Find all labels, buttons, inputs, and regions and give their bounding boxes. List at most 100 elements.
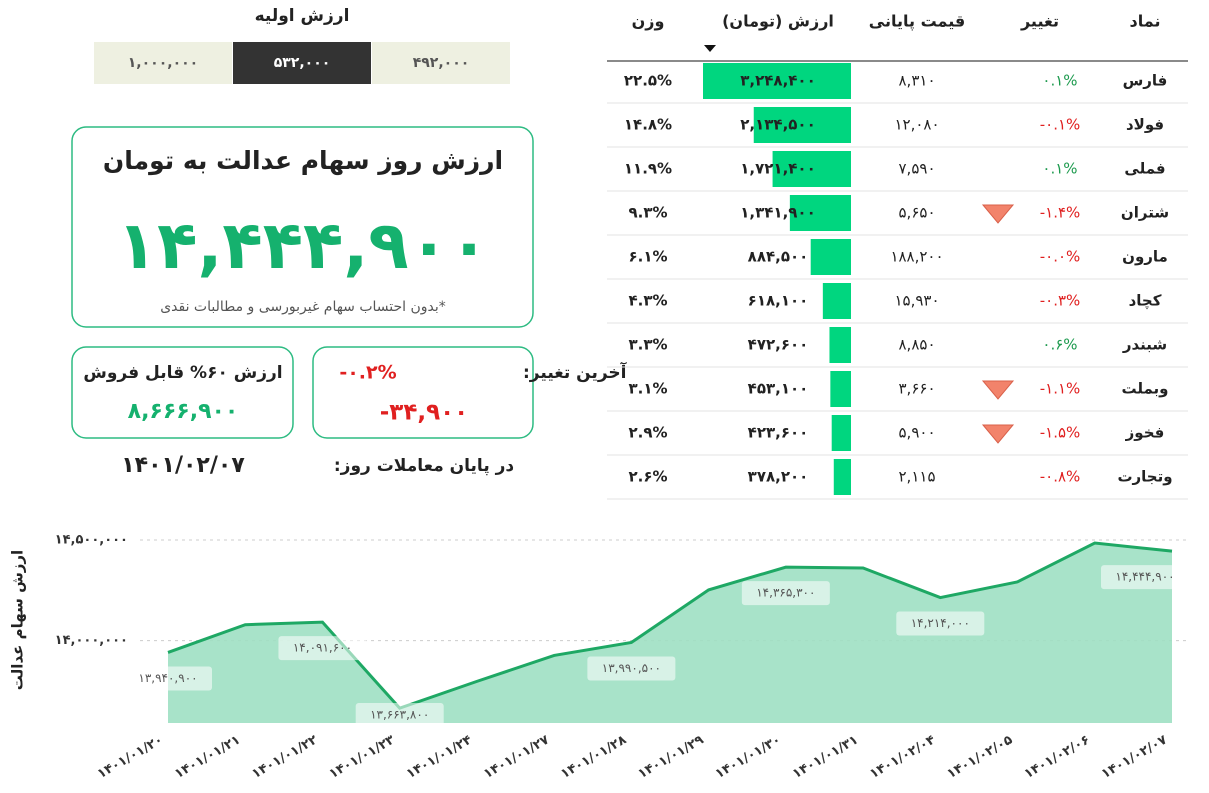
data-label: ۱۴,۲۱۴,۰۰۰ xyxy=(911,616,970,630)
symbol-cell: شتران xyxy=(1121,204,1169,222)
data-label-bg xyxy=(124,666,212,691)
symbol-cell: کچاد xyxy=(1129,292,1162,311)
x-tick-label: ۱۴۰۱/۰۱/۲۰ xyxy=(95,733,166,782)
x-tick-label: ۱۴۰۱/۰۲/۰۴ xyxy=(867,732,938,782)
weight-cell: ۹.۳% xyxy=(628,204,667,222)
weight-cell: ۲.۶% xyxy=(628,468,667,486)
main-note: *بدون احتساب سهام غیربورسی و مطالبات نقد… xyxy=(160,299,446,315)
data-label: ۱۳,۶۶۳,۸۰۰ xyxy=(370,708,429,722)
column-header: نماد xyxy=(1130,12,1161,31)
sellable-value: ۸,۶۶۶,۹۰۰ xyxy=(128,399,239,424)
change-title: آخرین تغییر: xyxy=(523,361,628,383)
weight-cell: ۱۴.۸% xyxy=(624,116,672,134)
option-button[interactable] xyxy=(233,42,371,84)
price-cell: ۸,۸۵۰ xyxy=(899,336,936,354)
x-tick-label: ۱۴۰۱/۰۱/۲۲ xyxy=(250,732,321,782)
symbol-cell: فملی xyxy=(1124,160,1165,178)
option-label[interactable]: ۱,۰۰۰,۰۰۰ xyxy=(128,55,198,71)
change-cell: ۰.۶% xyxy=(1042,336,1077,354)
column-header: وزن xyxy=(632,12,665,31)
change-cell: -۱.۵% xyxy=(1040,424,1081,442)
change-cell: ۰.۱% xyxy=(1042,72,1077,90)
weight-cell: ۶.۱% xyxy=(628,248,667,266)
weight-cell: ۱۱.۹% xyxy=(624,160,672,178)
value-bar xyxy=(703,63,851,99)
value-cell: ۶۱۸,۱۰۰ xyxy=(748,292,809,310)
data-label-bg xyxy=(278,636,367,661)
value-cell: ۱,۳۴۱,۹۰۰ xyxy=(740,204,815,222)
sort-indicator xyxy=(704,45,716,52)
main-card xyxy=(71,126,534,328)
option-button[interactable] xyxy=(94,42,232,84)
weight-cell: ۳.۳% xyxy=(628,336,667,354)
data-label-bg xyxy=(587,656,676,681)
change-percent: -۰.۲% xyxy=(339,362,396,384)
down-arrow xyxy=(981,204,1015,224)
options: ۴۹۲,۰۰۰ ۵۳۲,۰۰۰ ۱,۰۰۰,۰۰۰ xyxy=(94,42,510,84)
date-title: در پایان معاملات روز: xyxy=(334,456,515,476)
x-tick-label: ۱۴۰۱/۰۱/۲۷ xyxy=(481,732,552,782)
option-label[interactable]: ۴۹۲,۰۰۰ xyxy=(413,55,470,71)
column-header: قیمت پایانی xyxy=(869,12,965,32)
symbol-cell: فارس xyxy=(1123,72,1168,90)
column-header: تغییر xyxy=(1020,12,1059,31)
column-header: ارزش (تومان) xyxy=(722,12,834,31)
price-cell: ۱۸۸,۲۰۰ xyxy=(890,248,943,266)
value-cell: ۸۸۴,۵۰۰ xyxy=(748,248,809,266)
price-cell: ۵,۹۰۰ xyxy=(899,424,936,442)
symbol-cell: مارون xyxy=(1122,248,1168,266)
value-bar xyxy=(753,107,851,143)
change-card xyxy=(312,346,534,439)
main-title: ارزش روز سهام عدالت به تومان xyxy=(103,146,503,176)
data-label-bg xyxy=(896,611,985,636)
price-cell: ۱۵,۹۳۰ xyxy=(894,292,939,310)
sellable-card xyxy=(71,346,294,439)
value-bar xyxy=(833,459,851,495)
data-label-bg xyxy=(1101,565,1189,590)
value-cell: ۳۷۸,۲۰۰ xyxy=(748,468,809,486)
data-label-bg xyxy=(741,581,830,606)
change-cell: -۰.۸% xyxy=(1040,468,1081,486)
area-chart: ۱۴,۰۰۰,۰۰۰ ۱۴,۵۰۰,۰۰۰ ۱۳,۹۴۰,۹۰۰ ۱۴,۰۹۱,۶۰۰… xyxy=(55,533,1190,782)
x-tick-label: ۱۴۰۱/۰۱/۳۰ xyxy=(713,733,784,782)
data-label: ۱۴,۴۴۴,۹۰۰ xyxy=(1115,570,1174,584)
x-tick-label: ۱۴۰۱/۰۱/۲۹ xyxy=(636,732,707,782)
change-cell: -۰.۱% xyxy=(1040,116,1081,134)
date: ۱۴۰۱/۰۲/۰۷ xyxy=(121,453,245,478)
initial-title: ارزش اولیه xyxy=(255,6,350,26)
change-value: -۳۴,۹۰۰ xyxy=(380,400,468,426)
down-arrow xyxy=(981,380,1015,400)
x-tick-label: ۱۴۰۱/۰۲/۰۵ xyxy=(945,732,1016,782)
sellable-title: ارزش ۶۰% قابل فروش xyxy=(83,363,282,383)
price-cell: ۷,۵۹۰ xyxy=(899,160,936,178)
y-axis-title: ارزش سهام عدالت xyxy=(9,550,27,690)
area-fill xyxy=(168,543,1172,723)
price-cell: ۱۲,۰۸۰ xyxy=(894,116,939,134)
change-cell: -۱.۱% xyxy=(1040,380,1081,398)
value-cell: ۴۷۲,۶۰۰ xyxy=(748,336,809,354)
x-tick-label: ۱۴۰۱/۰۱/۲۳ xyxy=(327,732,398,782)
option-button[interactable] xyxy=(372,42,510,84)
weight-cell: ۴.۳% xyxy=(628,292,667,310)
data-label: ۱۴,۰۹۱,۶۰۰ xyxy=(293,641,352,655)
change-cell: -۰.۰% xyxy=(1040,248,1081,266)
option-label[interactable]: ۵۳۲,۰۰۰ xyxy=(274,55,331,71)
price-cell: ۳,۶۶۰ xyxy=(899,380,936,398)
x-tick-label: ۱۴۰۱/۰۱/۲۸ xyxy=(558,732,629,782)
data-label: ۱۳,۹۹۰,۵۰۰ xyxy=(602,661,661,675)
value-bar xyxy=(789,195,851,231)
value-bar xyxy=(829,327,851,363)
change-cell: -۱.۴% xyxy=(1040,204,1081,222)
value-bar xyxy=(810,239,851,275)
x-tick-label: ۱۴۰۱/۰۲/۰۶ xyxy=(1022,733,1093,782)
value-cell: ۴۲۳,۶۰۰ xyxy=(748,424,809,442)
x-tick-label: ۱۴۰۱/۰۲/۰۷ xyxy=(1099,732,1170,782)
y-tick-label: ۱۴,۰۰۰,۰۰۰ xyxy=(55,633,128,648)
weight-cell: ۲۲.۵% xyxy=(624,72,672,90)
value-cell: ۱,۷۲۱,۴۰۰ xyxy=(740,160,815,178)
y-tick-label: ۱۴,۵۰۰,۰۰۰ xyxy=(55,533,128,548)
change-cell: ۰.۱% xyxy=(1042,160,1077,178)
main-value: ۱۴,۴۴۴,۹۰۰ xyxy=(117,207,489,284)
price-cell: ۲,۱۱۵ xyxy=(899,468,936,486)
